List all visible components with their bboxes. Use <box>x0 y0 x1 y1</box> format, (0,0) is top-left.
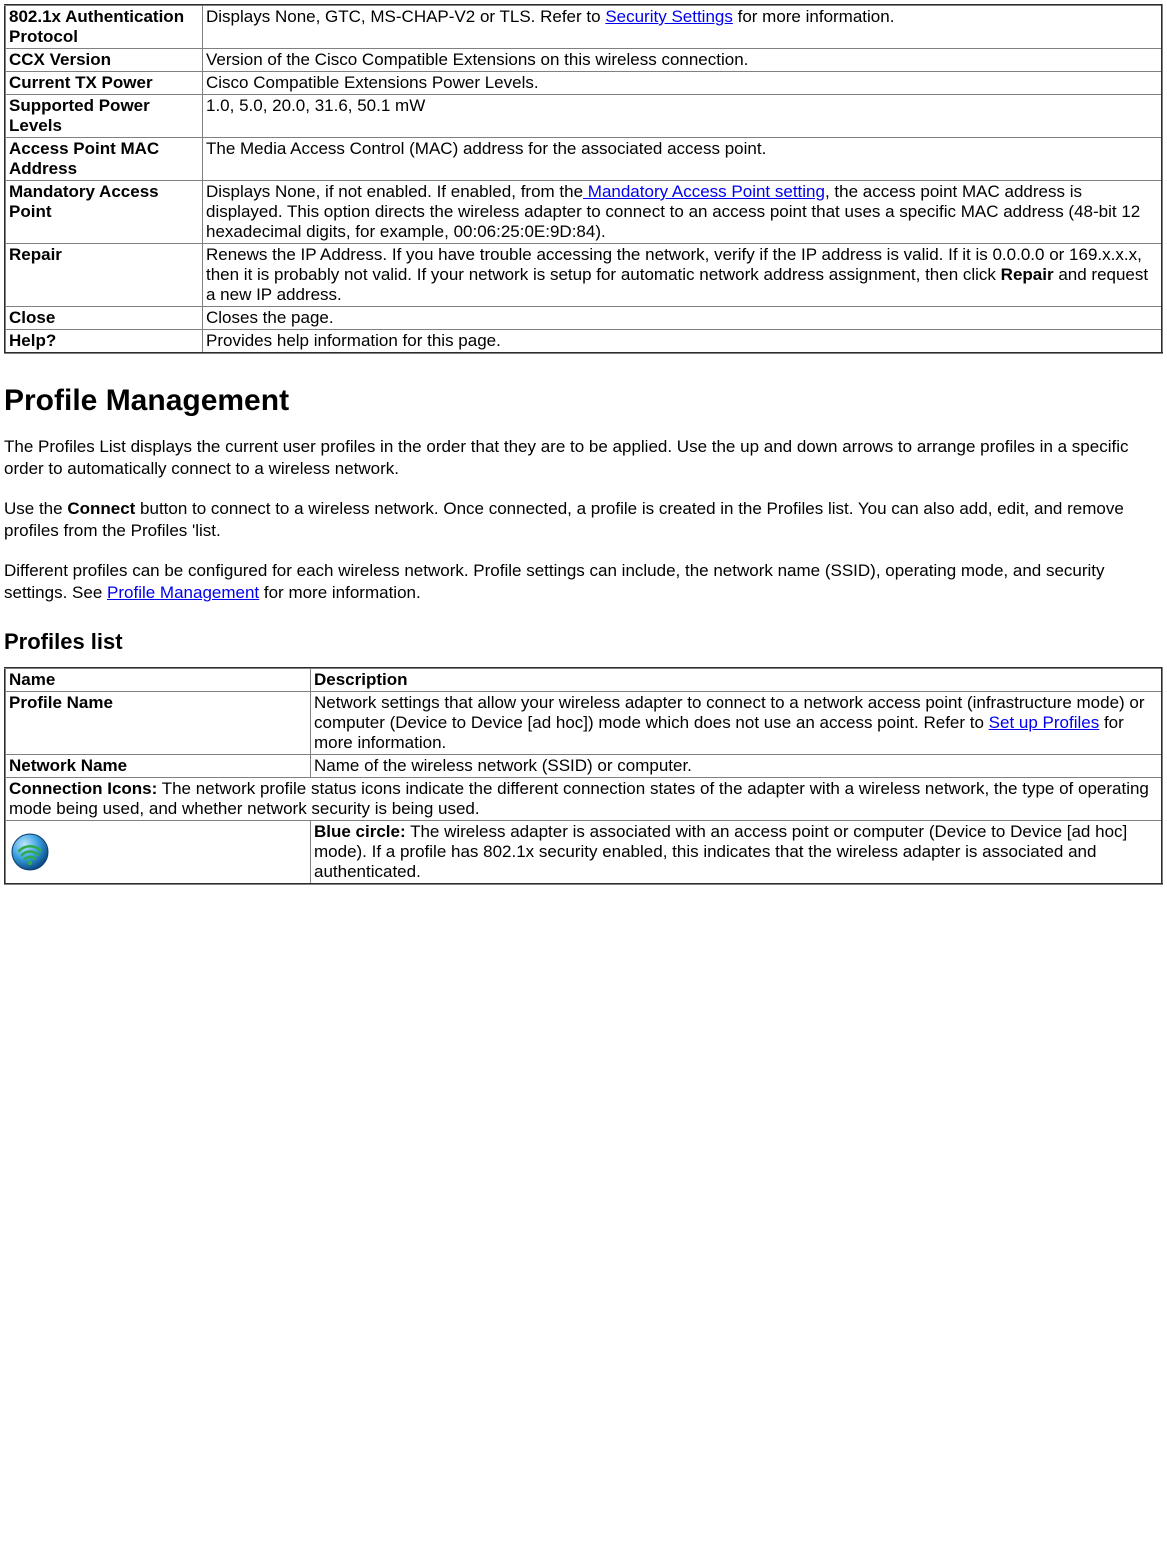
table-header-row: Name Description <box>5 668 1162 692</box>
wifi-associated-icon <box>10 832 50 872</box>
row-desc: Renews the IP Address. If you have troub… <box>203 244 1163 307</box>
row-label: Help? <box>5 330 203 354</box>
table-row: Mandatory Access Point Displays None, if… <box>5 181 1162 244</box>
profiles-list-table: Name Description Profile Name Network se… <box>4 667 1163 885</box>
row-desc: Network settings that allow your wireles… <box>311 691 1163 754</box>
row-label: Profile Name <box>5 691 311 754</box>
col-description: Description <box>311 668 1163 692</box>
row-label: Supported Power Levels <box>5 95 203 138</box>
profile-management-heading: Profile Management <box>4 384 1163 418</box>
connection-icons-desc: Connection Icons: The network profile st… <box>5 777 1162 820</box>
row-label: Mandatory Access Point <box>5 181 203 244</box>
table-row: Blue circle: The wireless adapter is ass… <box>5 820 1162 884</box>
row-label: Close <box>5 307 203 330</box>
table-row: Connection Icons: The network profile st… <box>5 777 1162 820</box>
row-desc: Closes the page. <box>203 307 1163 330</box>
row-label: CCX Version <box>5 49 203 72</box>
table-row: Close Closes the page. <box>5 307 1162 330</box>
row-desc: The Media Access Control (MAC) address f… <box>203 138 1163 181</box>
row-label: Repair <box>5 244 203 307</box>
table-row: Access Point MAC Address The Media Acces… <box>5 138 1162 181</box>
table-row: Current TX Power Cisco Compatible Extens… <box>5 72 1162 95</box>
row-label: 802.1x Authentication Protocol <box>5 5 203 49</box>
col-name: Name <box>5 668 311 692</box>
table-row: Help? Provides help information for this… <box>5 330 1162 354</box>
row-desc: Provides help information for this page. <box>203 330 1163 354</box>
settings-table-1: 802.1x Authentication Protocol Displays … <box>4 4 1163 354</box>
table-row: Network Name Name of the wireless networ… <box>5 754 1162 777</box>
profile-para-1: The Profiles List displays the current u… <box>4 436 1163 480</box>
mandatory-ap-link[interactable]: Mandatory Access Point setting <box>583 182 825 201</box>
table-row: Profile Name Network settings that allow… <box>5 691 1162 754</box>
profiles-list-heading: Profiles list <box>4 629 1163 655</box>
row-desc: 1.0, 5.0, 20.0, 31.6, 50.1 mW <box>203 95 1163 138</box>
row-desc: Version of the Cisco Compatible Extensio… <box>203 49 1163 72</box>
profile-para-2: Use the Connect button to connect to a w… <box>4 498 1163 542</box>
row-desc: Name of the wireless network (SSID) or c… <box>311 754 1163 777</box>
row-label: Current TX Power <box>5 72 203 95</box>
profile-management-link[interactable]: Profile Management <box>107 583 259 602</box>
blue-circle-desc: Blue circle: The wireless adapter is ass… <box>311 820 1163 884</box>
row-label: Network Name <box>5 754 311 777</box>
table-row: Repair Renews the IP Address. If you hav… <box>5 244 1162 307</box>
row-desc: Cisco Compatible Extensions Power Levels… <box>203 72 1163 95</box>
security-settings-link[interactable]: Security Settings <box>605 7 733 26</box>
setup-profiles-link[interactable]: Set up Profiles <box>989 713 1100 732</box>
blue-circle-icon-cell <box>5 820 311 884</box>
row-desc: Displays None, GTC, MS-CHAP-V2 or TLS. R… <box>203 5 1163 49</box>
table-row: 802.1x Authentication Protocol Displays … <box>5 5 1162 49</box>
table-row: Supported Power Levels 1.0, 5.0, 20.0, 3… <box>5 95 1162 138</box>
profile-para-3: Different profiles can be configured for… <box>4 560 1163 604</box>
row-desc: Displays None, if not enabled. If enable… <box>203 181 1163 244</box>
row-label: Access Point MAC Address <box>5 138 203 181</box>
table-row: CCX Version Version of the Cisco Compati… <box>5 49 1162 72</box>
